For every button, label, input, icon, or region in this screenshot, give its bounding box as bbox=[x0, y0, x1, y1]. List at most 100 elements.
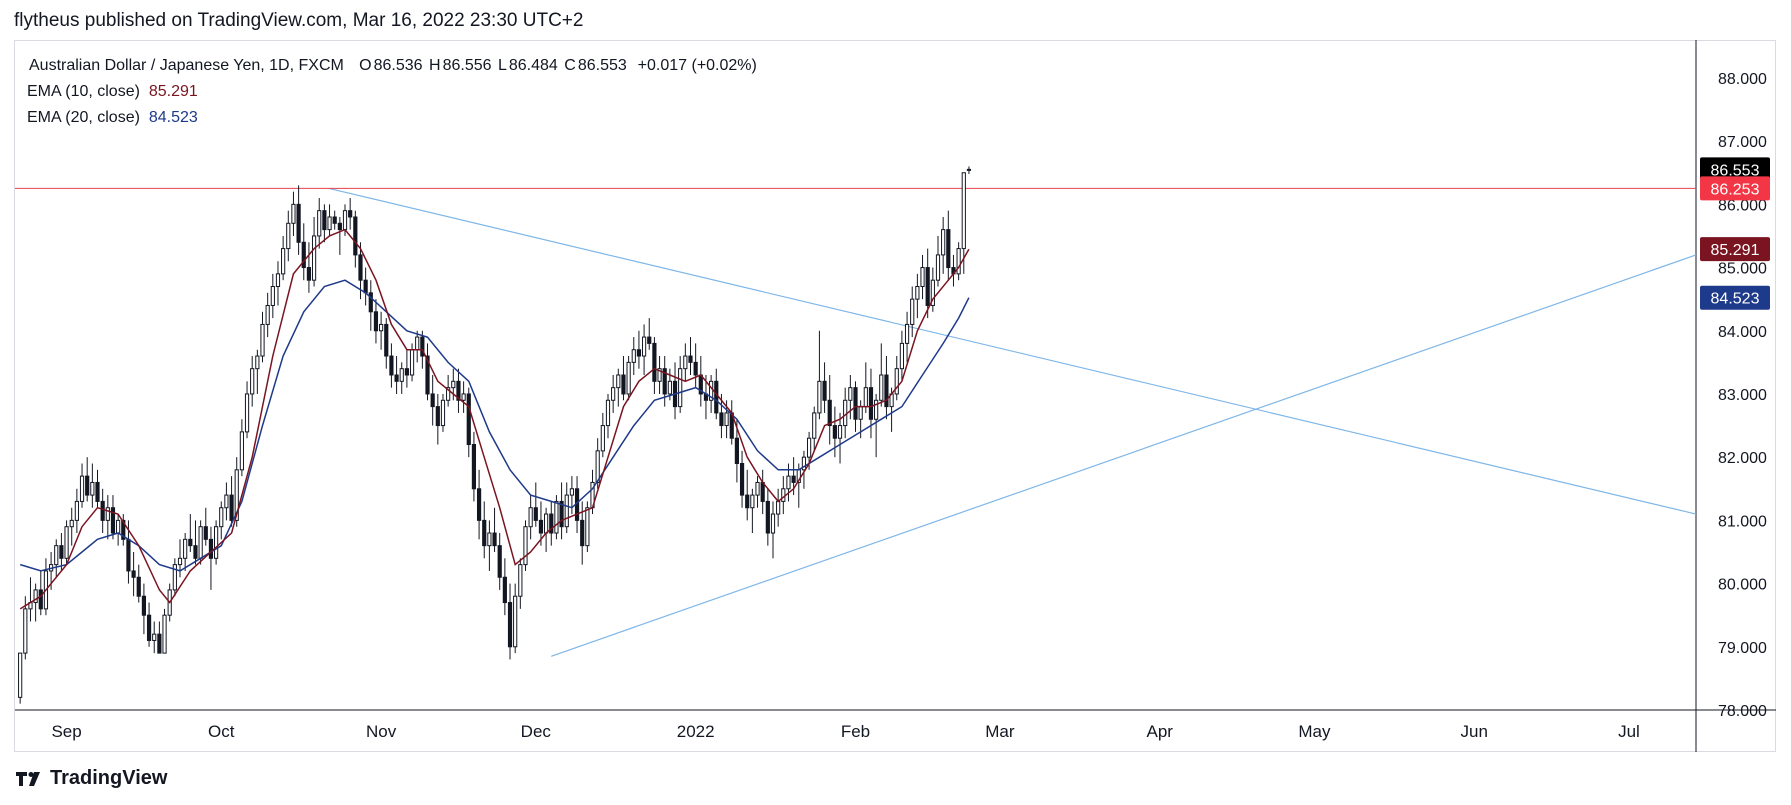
legend-low-label: L bbox=[497, 57, 507, 74]
legend-ema20-value: 84.523 bbox=[148, 109, 198, 126]
candle-up bbox=[600, 425, 605, 452]
candle-down bbox=[188, 538, 193, 547]
x-tick-label: 2022 bbox=[677, 722, 715, 741]
candle-up bbox=[69, 519, 74, 528]
y-tick-label: 88.000 bbox=[1718, 71, 1767, 88]
legend-symbol[interactable]: Australian Dollar / Japanese Yen, 1D, FX… bbox=[29, 57, 344, 74]
candle-down bbox=[306, 267, 312, 281]
candle-up bbox=[879, 374, 884, 401]
candle-up bbox=[270, 286, 275, 306]
y-tick-label: 81.000 bbox=[1718, 513, 1767, 530]
price-label-box bbox=[1700, 176, 1770, 201]
candle-up bbox=[513, 595, 518, 648]
candle-up bbox=[667, 380, 672, 395]
candle-up bbox=[275, 273, 281, 288]
candle-down bbox=[538, 519, 544, 534]
candle-up bbox=[327, 216, 332, 231]
candle-down bbox=[389, 355, 394, 376]
legend-high: 86.556 bbox=[442, 57, 492, 74]
candle-down bbox=[476, 488, 482, 521]
candle-down bbox=[95, 481, 100, 502]
candle-up bbox=[446, 387, 451, 401]
candle-up bbox=[74, 500, 79, 521]
candle-up bbox=[616, 374, 621, 389]
candle-up bbox=[641, 336, 647, 357]
candle-up bbox=[487, 532, 492, 547]
candle-up bbox=[523, 526, 528, 566]
candle-down bbox=[739, 462, 745, 496]
candle-up bbox=[755, 481, 760, 496]
x-tick-label: Mar bbox=[985, 722, 1015, 741]
candle-down bbox=[85, 475, 90, 496]
candle-down bbox=[430, 393, 435, 408]
legend-close-label: C bbox=[564, 57, 576, 74]
legend-symbol-row[interactable]: Australian Dollar / Japanese Yen, 1D, FX… bbox=[27, 53, 757, 79]
candle-down bbox=[296, 203, 301, 243]
candle-up bbox=[260, 323, 265, 357]
ema10-line bbox=[19, 228, 970, 610]
candle-up bbox=[239, 431, 244, 471]
candle-down bbox=[688, 355, 693, 363]
y-tick-label: 86.000 bbox=[1718, 197, 1767, 214]
candle-up bbox=[837, 425, 843, 439]
candle-up bbox=[451, 380, 456, 389]
candle-up bbox=[54, 545, 59, 566]
candle-up bbox=[904, 323, 910, 344]
candle-up bbox=[399, 368, 404, 382]
candle-up bbox=[858, 406, 863, 420]
candle-up bbox=[177, 557, 183, 566]
legend-high-label: H bbox=[429, 57, 441, 74]
legend-ema10-row[interactable]: EMA (10, close) 85.291 bbox=[27, 79, 757, 105]
x-tick-label: Oct bbox=[208, 722, 235, 741]
x-tick-label: May bbox=[1298, 722, 1331, 741]
tradingview-footer[interactable]: TradingView bbox=[14, 767, 167, 790]
price-label-text: 85.291 bbox=[1711, 242, 1760, 259]
legend-ema10-label[interactable]: EMA (10, close) bbox=[27, 83, 140, 100]
candle-up bbox=[569, 488, 574, 496]
candle-down bbox=[765, 500, 770, 534]
candle-up bbox=[214, 526, 219, 559]
candle-down bbox=[502, 576, 507, 604]
x-tick-label: Feb bbox=[841, 722, 870, 741]
candle-up bbox=[224, 494, 229, 509]
candle-up bbox=[379, 323, 384, 332]
candle-up bbox=[605, 399, 611, 427]
candle-up bbox=[528, 507, 533, 528]
candle-up bbox=[683, 355, 688, 370]
candle-down bbox=[141, 595, 147, 616]
candle-up bbox=[440, 399, 446, 427]
candle-down bbox=[827, 399, 832, 427]
candle-down bbox=[126, 538, 131, 572]
candle-down bbox=[394, 374, 399, 382]
candle-up bbox=[770, 513, 776, 534]
legend-ema20-label[interactable]: EMA (20, close) bbox=[27, 109, 140, 126]
candle-up bbox=[961, 172, 966, 250]
candle-down bbox=[110, 507, 116, 534]
y-tick-label: 80.000 bbox=[1718, 577, 1767, 594]
legend-open: 86.536 bbox=[373, 57, 423, 74]
candle-down bbox=[38, 589, 43, 610]
tradingview-logo-icon bbox=[16, 771, 40, 786]
candle-down bbox=[353, 216, 358, 256]
candle-down bbox=[884, 374, 889, 408]
candle-down bbox=[348, 210, 353, 218]
candle-up bbox=[291, 203, 296, 224]
price-label-box bbox=[1700, 237, 1770, 262]
candle-down bbox=[662, 368, 667, 395]
candle-down bbox=[822, 380, 827, 401]
candle-down bbox=[492, 532, 497, 547]
y-tick-label: 79.000 bbox=[1718, 640, 1767, 657]
candle-down bbox=[559, 500, 564, 528]
candle-down bbox=[301, 241, 306, 269]
legend-change: +0.017 (+0.02%) bbox=[637, 57, 757, 74]
legend-ema20-row[interactable]: EMA (20, close) 84.523 bbox=[27, 105, 757, 131]
candle-down bbox=[621, 374, 626, 395]
chart-frame[interactable] bbox=[14, 40, 1776, 752]
candle-down bbox=[693, 361, 698, 376]
candle-up bbox=[941, 229, 946, 256]
candle-up bbox=[564, 494, 569, 528]
candle-up bbox=[915, 286, 920, 300]
candle-down bbox=[384, 323, 389, 357]
candle-down bbox=[734, 437, 740, 464]
